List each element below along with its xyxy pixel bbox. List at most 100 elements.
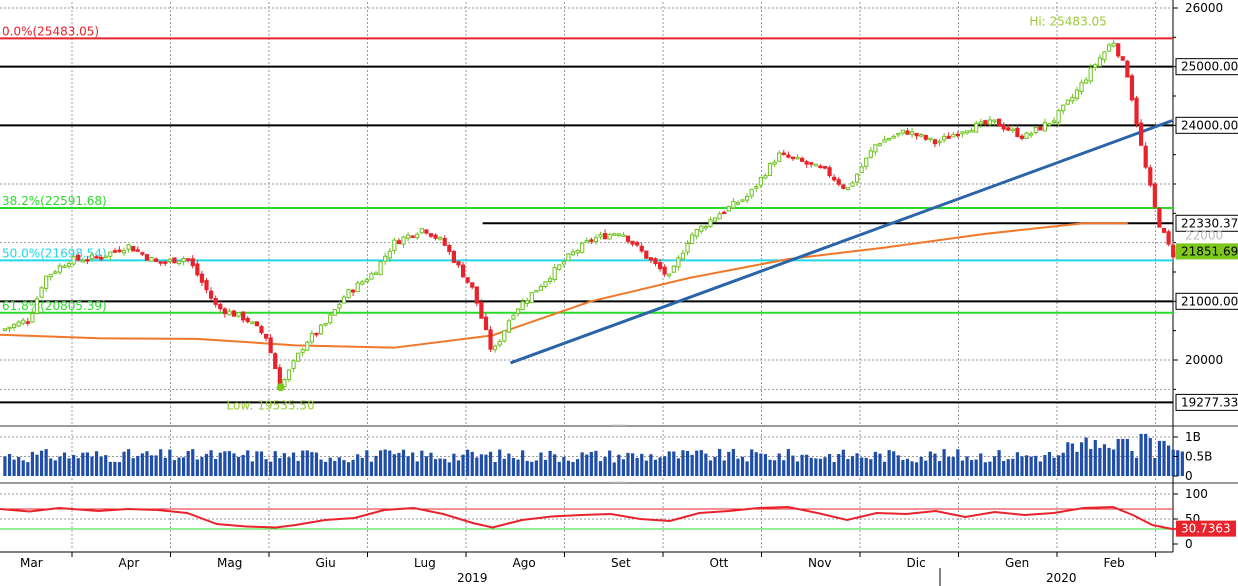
volume-bar [420,450,424,476]
volume-bar [809,457,813,476]
candle-body [515,308,521,315]
volume-bar [195,459,199,476]
volume-bar [575,459,580,476]
candle-body [263,333,269,339]
candle-body [662,266,667,275]
volume-bar [470,451,474,476]
candle-body [135,249,140,252]
volume-bar [7,453,12,476]
volume-bar [635,457,639,476]
volume-bar [53,460,57,476]
level-label-fib-50: 50.0%(21698.54) [2,246,107,260]
volume-bar [1038,461,1042,476]
candle-body [460,264,466,278]
volume-bar [392,454,396,476]
candle-body [598,234,603,238]
volume-bar [214,458,218,476]
candle-body [1093,64,1098,69]
candle-body [919,134,924,137]
volume-bar [1157,440,1162,476]
volume-bar [630,453,635,476]
volume-bar [887,450,891,476]
candle-body [451,251,457,263]
rsi-line [0,505,1187,531]
volume-bar [218,452,222,476]
candle-body [900,129,905,134]
volume-bar [1015,452,1020,476]
candle-body [1111,42,1116,47]
candle-body [566,253,571,261]
candle-body [740,199,745,202]
candle-body [108,251,113,257]
candle-body [657,262,663,270]
volume-bar [255,451,259,476]
volume-bar [246,450,250,476]
volume-bar [1011,458,1015,476]
candle-body [99,257,104,260]
candle-body [1120,56,1125,61]
volume-bar [301,450,305,476]
volume-bar [81,452,85,476]
volume-bar [223,451,227,476]
volume-bar [411,452,415,476]
candle-body [1010,128,1015,132]
volume-bar [1002,461,1006,476]
candle-body [635,241,640,246]
candle-body [323,323,328,326]
candle-body [644,250,649,259]
candle-body [1157,207,1162,228]
volume-tick-1B: 1B [1185,430,1201,444]
candle-body [818,165,823,169]
level-tag-sup-21000 [1175,292,1238,310]
candle-body [48,273,53,278]
volume-bar [974,459,978,476]
volume-bar [878,453,882,476]
volume-bar [172,460,177,476]
candle-body [955,133,960,137]
candle-body [286,369,292,381]
candle-body [731,200,736,209]
volume-bar [378,450,383,476]
volume-bar [933,453,937,476]
month-label-Ago: Ago [513,556,536,570]
volume-bar [759,453,763,476]
volume-bar [718,449,722,476]
candle-body [612,233,617,236]
candle-body [383,255,388,262]
candle-body [1152,183,1157,208]
candle-body [181,257,186,263]
volume-bar [983,462,987,476]
volume-bar [979,453,983,476]
volume-bar [782,460,786,476]
volume-bar [827,454,832,476]
candle-body [703,225,708,229]
candle-body [314,332,319,336]
candle-body [21,319,26,324]
volume-bar [374,455,378,476]
volume-bar [360,457,364,476]
candle-body [845,187,851,191]
candle-body [479,301,484,319]
candle-body [213,298,218,305]
candle-body [570,251,576,256]
volume-bar [992,456,997,476]
volume-bar [1148,438,1152,476]
low-annotation: Low: 19535.50 [227,398,315,412]
volume-bar [873,451,877,476]
candle-body [241,311,246,321]
volume-bar [695,450,699,476]
volume-bar [649,454,653,476]
volume-bar [1052,457,1056,476]
level-label-sup-21000: 21000.00 [1181,294,1238,308]
volume-bar [346,462,351,476]
volume-bar [117,462,122,476]
volume-bar [1139,433,1143,476]
candle-body [960,131,965,135]
volume-bar [699,450,703,476]
volume-bar [772,460,777,476]
candle-body [712,217,718,222]
volume-bar [333,460,337,476]
candle-body [850,182,855,187]
volume-bar [1084,437,1088,476]
volume-bar [745,461,749,476]
